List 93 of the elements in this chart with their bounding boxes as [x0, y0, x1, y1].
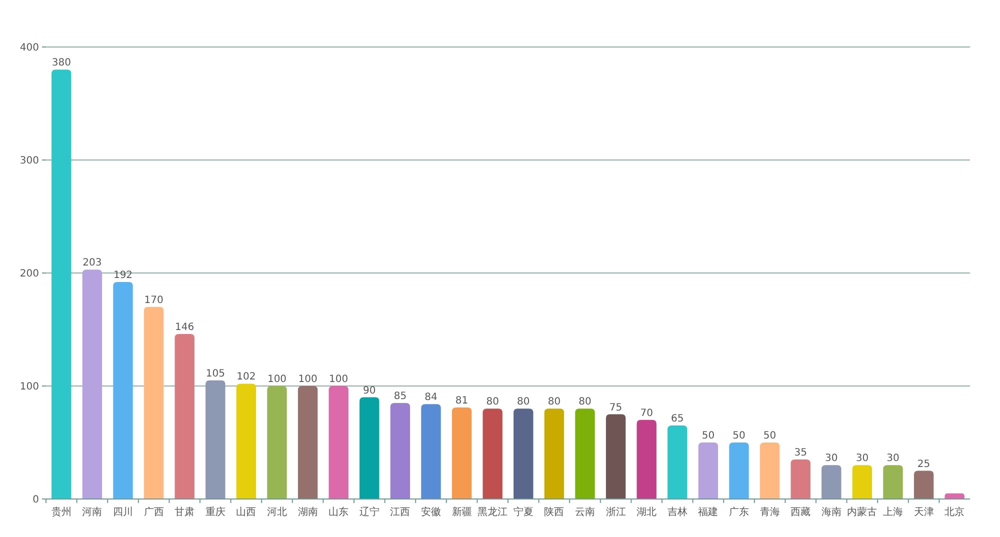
bar: [52, 70, 72, 499]
bar: [514, 408, 534, 499]
data-label: 25: [917, 458, 930, 470]
x-tick-label: 甘肃: [174, 506, 195, 518]
x-tick-label: 云南: [575, 506, 595, 518]
bar: [452, 407, 472, 499]
x-tick-label: 黑龙江: [478, 506, 508, 518]
bar: [482, 408, 502, 499]
bar: [883, 465, 903, 499]
x-tick-label: 山东: [328, 506, 349, 518]
bar: [144, 306, 164, 499]
x-tick-label: 青海: [760, 506, 780, 518]
x-tick-label: 四川: [113, 506, 133, 518]
bar: [914, 470, 934, 499]
x-tick-label: 江西: [390, 506, 410, 518]
bar: [267, 386, 287, 499]
x-tick-label: 湖北: [636, 506, 657, 518]
x-tick-label: 湖南: [298, 506, 318, 518]
data-label: 100: [329, 374, 348, 385]
x-tick-label: 西藏: [790, 506, 811, 518]
bar: [421, 404, 441, 499]
x-tick-label: 山西: [236, 506, 256, 518]
bar: [760, 442, 780, 499]
x-tick-label: 河北: [267, 506, 287, 518]
x-tick-label: 陕西: [544, 506, 564, 518]
x-tick-label: 新疆: [452, 506, 472, 518]
x-tick-label: 上海: [883, 506, 903, 518]
data-label: 380: [52, 58, 71, 69]
data-label: 30: [856, 453, 869, 464]
bar: [668, 426, 688, 499]
x-tick-label: 重庆: [205, 506, 226, 518]
bar: [636, 420, 656, 499]
bar: [174, 334, 194, 499]
y-tick-label: 200: [20, 268, 39, 280]
data-label: 105: [206, 368, 225, 380]
x-tick-label: 河南: [82, 506, 102, 518]
data-label: 146: [175, 322, 194, 334]
bar: [698, 442, 718, 499]
data-label: 81: [455, 395, 468, 406]
data-label: 80: [548, 396, 561, 408]
x-tick-label: 海南: [821, 506, 842, 518]
x-tick-label: 广西: [144, 506, 164, 518]
bar: [82, 270, 102, 499]
bar: [729, 442, 749, 499]
x-tick-label: 内蒙古: [847, 506, 878, 518]
data-label: 100: [267, 374, 287, 385]
bar: [390, 402, 410, 499]
bar: [575, 408, 595, 499]
bar: [206, 380, 226, 499]
x-tick-label: 北京: [944, 506, 965, 518]
x-tick-label: 吉林: [667, 506, 688, 518]
data-label: 192: [113, 270, 133, 282]
data-label: 170: [144, 294, 164, 306]
bar: [298, 386, 318, 499]
y-tick-label: 300: [20, 156, 39, 166]
x-tick-label: 天津: [914, 506, 934, 518]
data-label: 65: [671, 414, 684, 425]
data-label: 80: [578, 396, 592, 408]
bar: [790, 459, 810, 499]
x-tick-label: 贵州: [51, 506, 72, 518]
bar: [236, 384, 256, 499]
data-label: 80: [517, 396, 530, 408]
data-label: 85: [394, 390, 407, 402]
data-label: 203: [82, 258, 102, 269]
data-label: 50: [702, 430, 715, 442]
x-tick-label: 辽宁: [359, 506, 380, 518]
y-tick-label: 0: [32, 494, 39, 506]
data-label: 35: [794, 447, 807, 458]
data-label: 80: [486, 396, 499, 408]
x-tick-label: 浙江: [606, 506, 626, 518]
bar: [360, 397, 380, 499]
bar: [113, 282, 133, 499]
y-tick-label: 100: [20, 382, 39, 392]
x-tick-label: 安徽: [421, 506, 441, 518]
data-label: 90: [363, 385, 376, 396]
data-label: 50: [763, 430, 776, 442]
x-tick-label: 福建: [698, 506, 718, 518]
data-label: 102: [236, 372, 256, 383]
data-label: 84: [424, 392, 438, 404]
x-tick-label: 宁夏: [513, 506, 534, 518]
y-tick-label: 400: [20, 42, 39, 54]
bar: [822, 465, 842, 499]
bar: [606, 414, 626, 499]
data-label: 75: [609, 402, 622, 414]
data-label: 30: [825, 453, 838, 464]
data-label: 50: [732, 430, 746, 442]
data-label: 100: [298, 374, 318, 385]
bar: [544, 408, 564, 499]
bar: [852, 465, 872, 499]
data-label: 70: [640, 408, 653, 419]
bar: [328, 386, 348, 499]
data-label: 30: [886, 453, 900, 464]
x-tick-label: 广东: [729, 506, 749, 518]
